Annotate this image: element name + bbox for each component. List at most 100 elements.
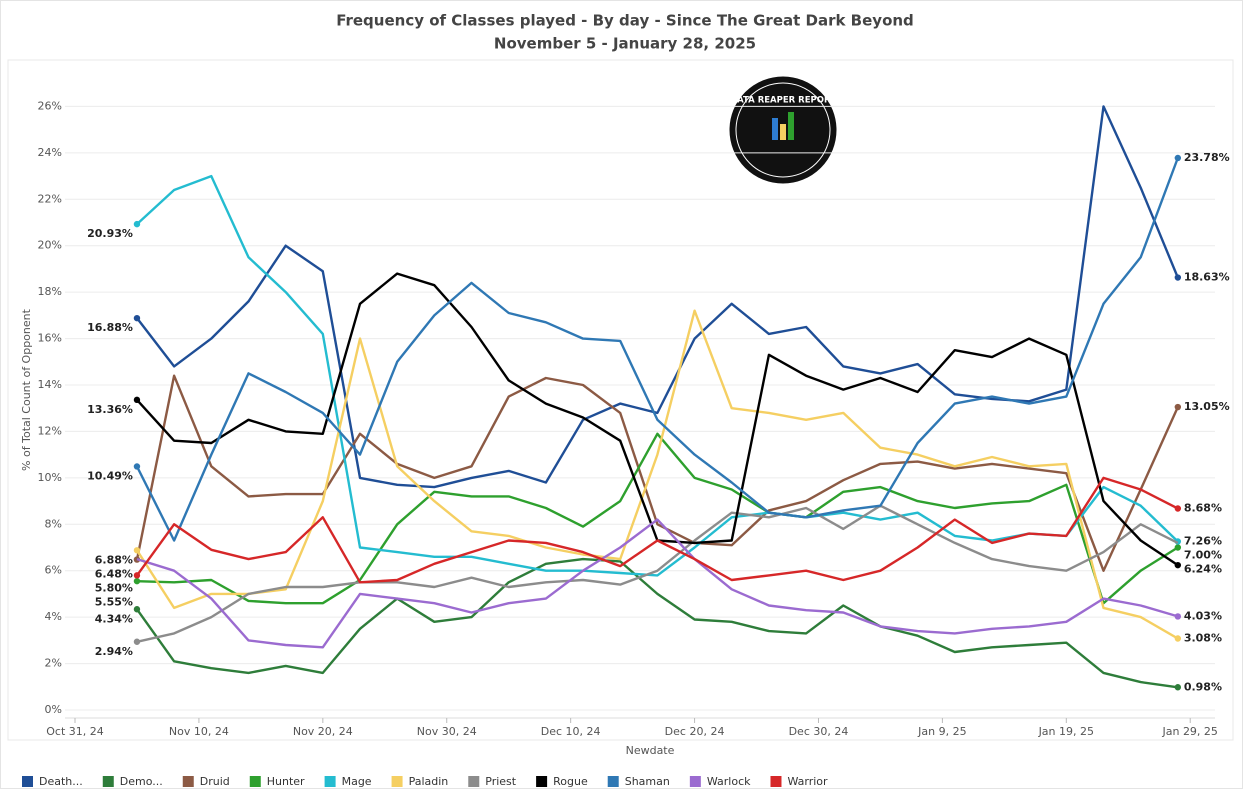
data-label: 4.03% [1184,609,1222,622]
x-tick-label: Dec 30, 24 [789,725,849,738]
end-point [133,547,141,554]
logo-bar [788,112,794,140]
legend-swatch [249,776,261,787]
end-point [1174,684,1182,691]
legend-swatch [102,776,114,787]
data-label: 6.88% [95,553,133,566]
series-line [136,174,1179,577]
chart-title: Frequency of Classes played - By day - S… [336,12,914,30]
legend-swatch [182,776,194,787]
data-label: 23.78% [1184,151,1230,164]
legend-label: Death... [39,775,83,788]
x-axis-label: Newdate [626,744,675,757]
series-line [135,374,1179,572]
legend-swatch [22,776,33,787]
series-line [136,476,1179,584]
series-line [136,432,1179,605]
x-tick-label: Jan 29, 25 [1161,725,1217,738]
legend-swatch [607,776,619,787]
end-point [1174,561,1182,569]
data-label: 10.49% [87,469,133,482]
x-tick-label: Oct 31, 24 [46,725,104,738]
data-label: 20.93% [87,227,133,240]
y-tick-label: 2% [45,657,62,670]
legend-label: Hunter [267,775,305,788]
end-point [1174,403,1182,411]
y-tick-label: 16% [38,332,62,345]
data-label: 4.34% [95,612,133,625]
data-label: 2.94% [95,645,133,658]
end-point [1174,613,1182,620]
y-tick-label: 26% [38,99,62,112]
end-point [1174,635,1182,642]
data-label: 18.63% [1184,271,1230,284]
x-tick-label: Jan 9, 25 [917,725,966,738]
y-tick-label: 22% [38,192,62,205]
x-tick-label: Nov 10, 24 [169,725,229,738]
series-line [136,518,1179,649]
chart-subtitle: November 5 - January 28, 2025 [494,35,756,53]
y-axis-label: % of Total Count of Opponent [20,308,33,471]
legend-label: Warrior [787,775,828,788]
end-point [1174,505,1182,512]
data-label: 16.88% [87,321,133,334]
y-tick-label: 10% [38,471,62,484]
data-label: 8.68% [1184,502,1222,515]
y-tick-label: 24% [38,146,62,159]
legend-label: Rogue [553,775,588,788]
series-line [136,557,1178,689]
legend-swatch [536,776,548,787]
end-point [133,314,141,322]
end-point [133,638,141,645]
legend-swatch [689,776,701,787]
legend-swatch [770,776,782,787]
legend-label: Shaman [625,775,670,788]
legend-label: Warlock [707,775,751,788]
end-point [133,396,141,404]
x-tick-label: Nov 30, 24 [417,725,477,738]
legend-label: Mage [342,775,372,788]
legend-label: Priest [485,775,517,788]
logo: DATA REAPER REPORT [726,73,840,187]
end-point [133,572,141,579]
legend-swatch [468,776,480,787]
end-point [133,577,141,585]
data-label: 5.55% [95,595,133,608]
y-tick-label: 6% [45,564,62,577]
logo-ring [735,82,831,178]
y-tick-label: 18% [38,285,62,298]
end-point [133,220,141,228]
series-line [135,157,1179,542]
legend-swatch [324,776,336,787]
plot-frame [7,59,1234,741]
end-point [1174,544,1182,551]
end-point [133,463,141,470]
data-label: 6.48% [95,567,133,580]
data-label: 13.36% [87,403,133,416]
legend-swatch [391,776,403,787]
y-tick-label: 8% [45,517,62,530]
x-tick-label: Dec 10, 24 [541,725,601,738]
end-point [1174,154,1182,162]
data-label: 13.05% [1184,400,1230,413]
y-tick-label: 4% [45,610,62,623]
data-label: 0.98% [1184,680,1222,693]
data-label: 3.08% [1184,632,1222,645]
y-tick-label: 20% [38,239,62,252]
data-label: 5.80% [95,581,133,594]
end-point [1174,274,1182,281]
legend-label: Paladin [409,775,449,788]
legend-label: Druid [200,775,230,788]
legend-label: Demo... [120,775,163,788]
data-label: 6.24% [1184,562,1222,575]
series-line [136,504,1179,643]
logo-text: DATA REAPER REPORT [730,96,836,106]
x-tick-label: Dec 20, 24 [665,725,725,738]
data-label: 7.00% [1184,548,1222,561]
logo-bar [772,118,778,140]
end-point [133,606,141,613]
x-tick-label: Jan 19, 25 [1038,725,1094,738]
logo-bar [780,124,786,140]
